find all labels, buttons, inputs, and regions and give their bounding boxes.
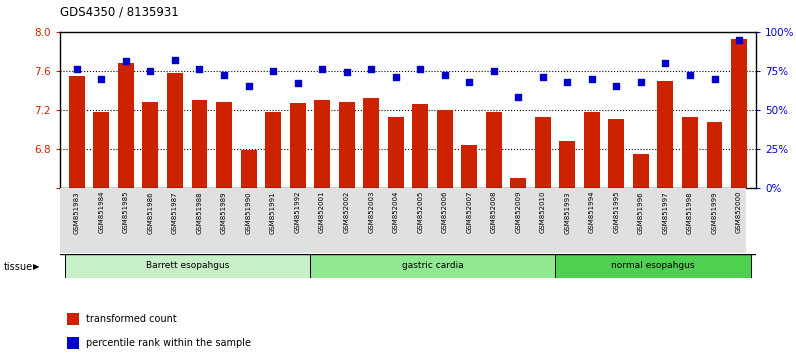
Text: GSM851984: GSM851984: [99, 191, 104, 233]
Text: GSM852006: GSM852006: [442, 191, 447, 233]
Text: ▶: ▶: [33, 262, 40, 271]
Text: GSM852000: GSM852000: [736, 191, 742, 233]
Bar: [118, 63, 134, 188]
Bar: [265, 112, 281, 188]
Bar: [69, 76, 85, 188]
Bar: [633, 154, 649, 188]
Bar: [510, 178, 526, 188]
Point: [169, 57, 181, 63]
Text: GSM851997: GSM851997: [662, 191, 669, 234]
Point: [144, 68, 157, 74]
Bar: [142, 102, 158, 188]
Point: [561, 79, 574, 85]
Text: GSM851995: GSM851995: [614, 191, 619, 233]
Text: GSM851998: GSM851998: [687, 191, 693, 234]
Point: [340, 69, 353, 75]
Bar: [167, 73, 183, 188]
Bar: [363, 98, 379, 188]
Bar: [290, 103, 306, 188]
Bar: [462, 145, 478, 188]
Point: [193, 67, 206, 72]
Point: [439, 73, 451, 78]
Text: GSM852005: GSM852005: [417, 191, 423, 233]
Bar: [560, 141, 576, 188]
Bar: [535, 116, 551, 188]
Bar: [388, 116, 404, 188]
Text: GSM851991: GSM851991: [270, 191, 276, 234]
Text: transformed count: transformed count: [86, 314, 177, 324]
Point: [95, 76, 107, 81]
Point: [119, 59, 132, 64]
Text: Barrett esopahgus: Barrett esopahgus: [146, 261, 229, 270]
Text: percentile rank within the sample: percentile rank within the sample: [86, 338, 252, 348]
Bar: [707, 122, 723, 188]
Text: GSM851996: GSM851996: [638, 191, 644, 234]
Bar: [555, 254, 751, 278]
Text: GSM851986: GSM851986: [147, 191, 154, 234]
Bar: [93, 112, 109, 188]
Point: [267, 68, 279, 74]
Point: [487, 68, 500, 74]
Bar: [657, 81, 673, 188]
Bar: [682, 116, 698, 188]
Point: [586, 76, 599, 81]
Text: GSM851990: GSM851990: [245, 191, 252, 234]
Point: [537, 74, 549, 80]
Bar: [192, 100, 208, 188]
Text: GSM851985: GSM851985: [123, 191, 129, 233]
Text: GSM851989: GSM851989: [221, 191, 227, 234]
Point: [242, 84, 255, 89]
Bar: [216, 102, 232, 188]
Point: [708, 76, 721, 81]
Text: gastric cardia: gastric cardia: [402, 261, 463, 270]
Bar: [486, 112, 501, 188]
Point: [463, 79, 476, 85]
Point: [365, 67, 377, 72]
Bar: [731, 39, 747, 188]
Text: tissue: tissue: [4, 262, 33, 272]
Text: GSM851987: GSM851987: [172, 191, 178, 234]
Point: [291, 80, 304, 86]
Text: GSM852002: GSM852002: [344, 191, 349, 233]
Point: [610, 84, 622, 89]
Text: GSM851994: GSM851994: [589, 191, 595, 233]
Text: GSM851993: GSM851993: [564, 191, 571, 234]
Point: [389, 74, 402, 80]
Point: [659, 60, 672, 66]
Text: GSM852003: GSM852003: [369, 191, 374, 233]
Text: GSM852001: GSM852001: [319, 191, 325, 233]
Point: [684, 73, 696, 78]
Text: GSM851992: GSM851992: [295, 191, 301, 233]
Text: GSM851988: GSM851988: [197, 191, 202, 234]
Bar: [412, 104, 428, 188]
Bar: [64, 254, 310, 278]
Text: GSM852004: GSM852004: [392, 191, 399, 233]
Bar: [608, 120, 624, 188]
Bar: [240, 150, 256, 188]
Point: [71, 67, 84, 72]
Text: normal esopahgus: normal esopahgus: [611, 261, 695, 270]
Text: GSM851983: GSM851983: [74, 191, 80, 234]
Bar: [67, 337, 80, 349]
Point: [217, 73, 230, 78]
Bar: [584, 112, 600, 188]
Text: GSM852008: GSM852008: [491, 191, 497, 233]
Point: [634, 79, 647, 85]
Bar: [314, 100, 330, 188]
Bar: [437, 110, 453, 188]
Bar: [310, 254, 555, 278]
Bar: [67, 313, 80, 325]
Text: GSM852009: GSM852009: [515, 191, 521, 233]
Point: [316, 67, 329, 72]
Bar: [338, 102, 354, 188]
Text: GDS4350 / 8135931: GDS4350 / 8135931: [60, 5, 178, 18]
Point: [732, 37, 745, 42]
Point: [414, 67, 427, 72]
Text: GSM852010: GSM852010: [540, 191, 546, 233]
Text: GSM851999: GSM851999: [712, 191, 717, 234]
Point: [512, 95, 525, 100]
Text: GSM852007: GSM852007: [466, 191, 472, 233]
